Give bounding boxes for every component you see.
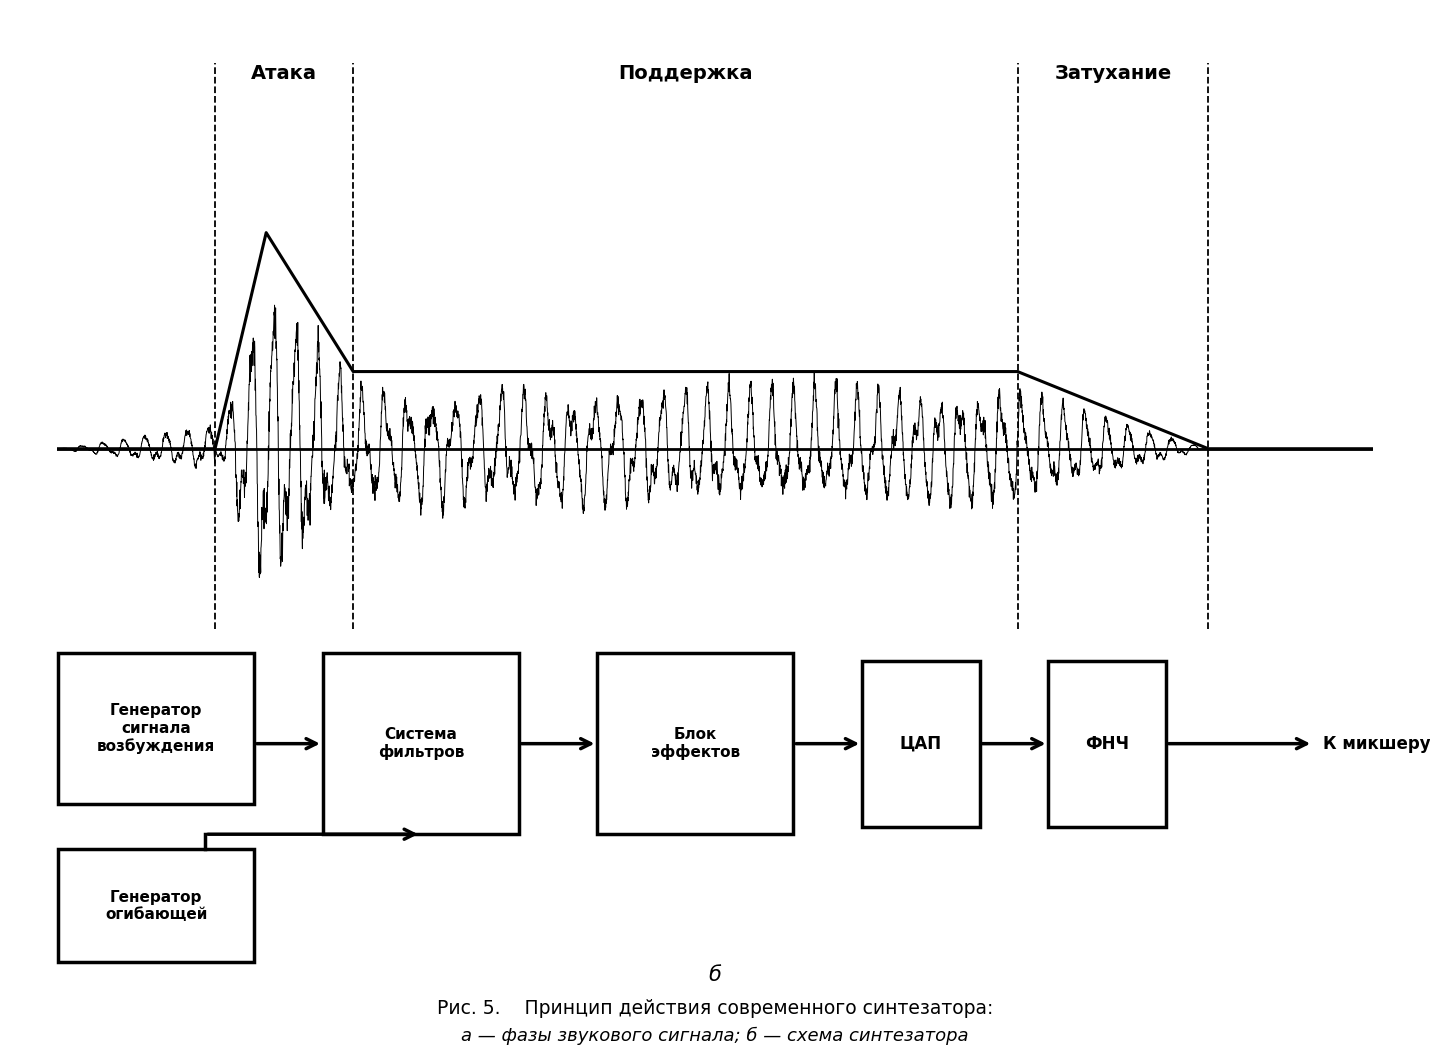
Text: К микшеру: К микшеру bbox=[1323, 735, 1430, 752]
Text: б: б bbox=[708, 965, 722, 985]
Text: Блок
эффектов: Блок эффектов bbox=[651, 727, 739, 761]
Text: а: а bbox=[709, 652, 721, 672]
Text: Генератор
огибающей: Генератор огибающей bbox=[104, 890, 207, 922]
Text: ЦАП: ЦАП bbox=[899, 735, 942, 752]
Bar bbox=[862, 660, 980, 827]
Text: Система
фильтров: Система фильтров bbox=[378, 727, 463, 761]
Text: Атака: Атака bbox=[252, 65, 317, 84]
Text: а — фазы звукового сигнала; б — схема синтезатора: а — фазы звукового сигнала; б — схема си… bbox=[462, 1026, 968, 1045]
Bar bbox=[1048, 660, 1165, 827]
Text: Затухание: Затухание bbox=[1054, 65, 1171, 84]
Bar bbox=[59, 653, 255, 804]
Text: Рис. 5.    Принцип действия современного синтезатора:: Рис. 5. Принцип действия современного си… bbox=[436, 999, 994, 1018]
Text: Поддержка: Поддержка bbox=[618, 65, 752, 84]
Bar bbox=[598, 653, 794, 834]
Bar bbox=[59, 849, 255, 962]
Text: ФНЧ: ФНЧ bbox=[1085, 735, 1130, 752]
Text: Генератор
сигнала
возбуждения: Генератор сигнала возбуждения bbox=[97, 703, 214, 754]
Bar bbox=[323, 653, 519, 834]
